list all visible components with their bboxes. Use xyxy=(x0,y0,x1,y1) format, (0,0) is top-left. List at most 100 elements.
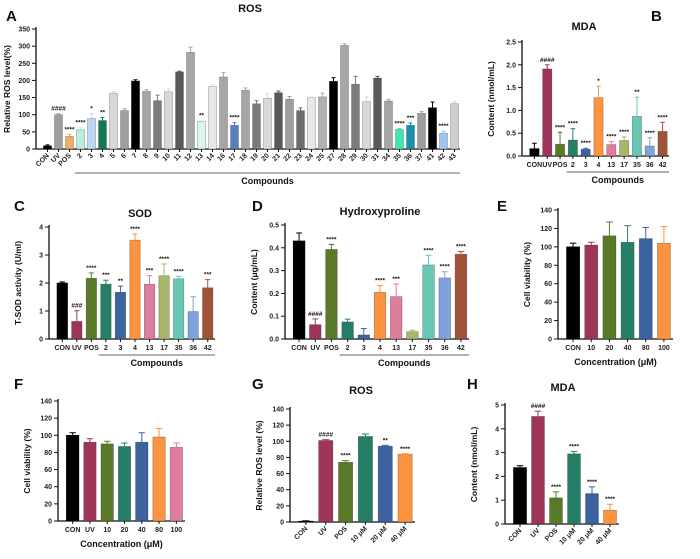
significance-label: **** xyxy=(326,236,337,243)
x-tick-label: 4 xyxy=(133,345,137,352)
bar-5 xyxy=(109,92,118,150)
y-tick-label: 140 xyxy=(40,399,52,406)
significance-label: *** xyxy=(102,272,110,279)
x-tick-label: 6 xyxy=(120,152,128,160)
y-tick-label: 120 xyxy=(540,226,552,233)
y-tick-label: 40 xyxy=(544,300,552,307)
bar-UV xyxy=(83,441,97,522)
significance-label: **** xyxy=(400,446,411,453)
panel-label-d: D xyxy=(252,198,263,215)
bar-17 xyxy=(230,125,239,150)
y-tick-label: 60 xyxy=(276,471,284,478)
chart-title: Hydroxyproline xyxy=(340,206,421,218)
bar-42 xyxy=(454,253,468,340)
bar-CON xyxy=(566,246,580,340)
significance-label: **** xyxy=(645,130,656,137)
bar-22 xyxy=(285,98,294,150)
bar-42 xyxy=(657,131,668,157)
significance-label: **** xyxy=(64,126,75,133)
y-tick-label: 300 xyxy=(18,44,30,51)
y-tick-label: 80 xyxy=(44,450,52,457)
y-tick-label: 80 xyxy=(276,455,284,462)
y-tick-label: 0.0 xyxy=(269,337,279,344)
x-tick-label: 2 xyxy=(104,345,108,352)
x-tick-label: 40 μM xyxy=(390,525,409,544)
y-tick-label: 4 xyxy=(495,426,499,433)
x-tick-label: 27 xyxy=(326,152,337,163)
bar-35 xyxy=(395,129,404,150)
x-tick-label: 100 xyxy=(658,345,670,352)
x-tick-label: 11 xyxy=(173,152,183,162)
y-axis-label: Content (nmol/mL) xyxy=(469,427,479,503)
x-tick-label: 28 xyxy=(337,152,348,163)
significance-label: **** xyxy=(375,277,386,284)
x-tick-label: 10 xyxy=(161,152,172,163)
significance-label: ** xyxy=(199,113,205,120)
x-tick-label: 22 xyxy=(282,152,293,163)
significance-label: ** xyxy=(634,89,640,96)
bar-19 xyxy=(252,103,261,150)
x-tick-label: 19 xyxy=(249,152,260,163)
x-tick-label: 35 xyxy=(392,152,403,163)
y-tick-label: 2 xyxy=(495,474,499,481)
y-tick-label: 200 xyxy=(18,78,30,85)
y-axis-label: Cell viability (%) xyxy=(22,428,32,493)
chart-h-svg: MDA 0 1 2 3 4 5 Content (nmol/mL) CON #### UV **** P… xyxy=(469,382,619,546)
y-tick-label: 1.0 xyxy=(506,108,516,115)
y-tick-label: 0.2 xyxy=(269,291,279,298)
bar-23 xyxy=(296,110,305,150)
y-tick-label: 2.5 xyxy=(506,40,516,47)
significance-label: **** xyxy=(440,264,451,271)
x-tick-label: 29 xyxy=(348,152,359,163)
y-tick-label: 250 xyxy=(18,61,30,68)
significance-label: **** xyxy=(555,124,566,131)
x-tick-label: POS xyxy=(553,162,568,169)
chart-panel-c: SOD 0 1 2 3 4 T-SOD activity (U/ml) CON ### UV ***… xyxy=(0,185,240,368)
bar-17 xyxy=(619,140,630,157)
bar-10 xyxy=(584,244,599,340)
x-tick-label: POS xyxy=(324,345,339,352)
x-tick-label: 43 xyxy=(447,152,458,163)
significance-label: ### xyxy=(71,303,82,310)
bar-CON xyxy=(529,148,540,157)
x-tick-label: 31 xyxy=(370,152,381,163)
x-tick-label: 16 xyxy=(216,152,227,163)
x-tick-label: 40 xyxy=(138,527,146,534)
significance-label: **** xyxy=(456,243,467,250)
panel-label-c: C xyxy=(14,198,25,215)
bar-35 xyxy=(422,264,435,340)
x-tick-label: 3 xyxy=(119,345,123,352)
bar-31 xyxy=(373,77,382,150)
x-tick-label: 36 xyxy=(441,345,449,352)
y-tick-label: 3 xyxy=(495,450,499,457)
bar-100 xyxy=(169,446,183,522)
significance-label: #### xyxy=(308,311,323,318)
bar-9 xyxy=(153,100,162,150)
bar-3 xyxy=(357,334,370,340)
panel-label-a: A xyxy=(6,8,17,25)
chart-title: MDA xyxy=(571,21,596,33)
bar-UV xyxy=(542,68,553,157)
y-tick-label: 1 xyxy=(495,498,499,505)
bar-43 xyxy=(450,103,459,150)
y-tick-label: 50 xyxy=(22,129,30,136)
x-tick-label: 40 μM xyxy=(594,527,613,546)
bar-14 xyxy=(208,86,217,150)
x-tick-label: 80 xyxy=(642,345,650,352)
bar-35 xyxy=(632,116,642,157)
y-axis-label: Cell viability (%) xyxy=(522,242,532,307)
bar-2 xyxy=(100,283,112,340)
bar-20-μM xyxy=(585,493,599,525)
bar-3 xyxy=(580,148,591,157)
bar-2 xyxy=(76,129,85,150)
x-tick-label: 10 μM xyxy=(350,525,369,544)
significance-label: ** xyxy=(383,437,389,444)
bar-36 xyxy=(406,125,415,150)
bar-3 xyxy=(87,118,96,150)
bar-24 xyxy=(307,97,316,150)
y-axis-label: Content (μg/mL) xyxy=(249,249,259,315)
y-tick-label: 140 xyxy=(272,407,284,414)
x-tick-label: 8 xyxy=(142,152,150,160)
y-tick-label: 0 xyxy=(26,147,30,154)
